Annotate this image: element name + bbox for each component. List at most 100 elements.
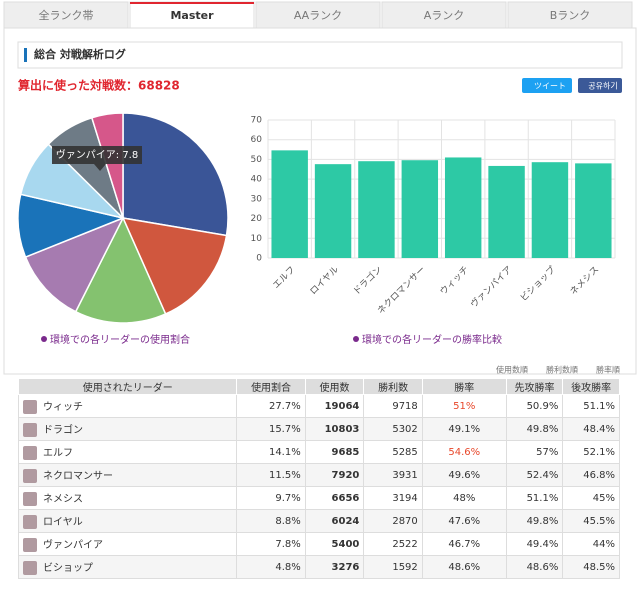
cell-text: 19064 bbox=[324, 400, 360, 412]
row: ロイヤル 8.8% 6024 2870 47.6% 49.8% 45.5% bbox=[17, 509, 620, 533]
cell-text: ドラゴン bbox=[43, 425, 83, 436]
bar-caption: 環境での各リーダーの勝率比較 bbox=[362, 333, 502, 346]
cell-text: 1592 bbox=[392, 561, 418, 573]
cell-text: 52.1% bbox=[583, 446, 615, 458]
bar bbox=[488, 165, 525, 258]
cell: 50.9% bbox=[505, 394, 564, 418]
tab[interactable] bbox=[3, 1, 129, 29]
cell-text: 48.6% bbox=[526, 561, 559, 573]
pin-icon bbox=[353, 336, 359, 342]
share-label[interactable]: ツイート bbox=[534, 82, 566, 91]
sort-link[interactable]: 勝率順 bbox=[596, 365, 620, 375]
cell: 49.6% bbox=[421, 463, 507, 487]
row: エルフ 14.1% 9685 5285 54.6% 57% 52.1% bbox=[17, 440, 620, 464]
cell: 51% bbox=[421, 394, 507, 418]
cell: 49.4% bbox=[505, 532, 564, 556]
cell: 52.1% bbox=[562, 440, 620, 464]
cell: 52.4% bbox=[505, 463, 564, 487]
cell: 8.8% bbox=[236, 509, 306, 533]
cell: 19064 bbox=[304, 394, 365, 418]
x-tick-label: ネメシス bbox=[568, 264, 601, 297]
x-tick-label: ヴァンパイア bbox=[468, 263, 515, 310]
section-title: 総合 対戦解析ログ bbox=[34, 47, 126, 61]
cell: 2522 bbox=[363, 532, 423, 556]
cell: ネメシス bbox=[17, 486, 238, 510]
cell: 46.8% bbox=[562, 463, 620, 487]
bar bbox=[358, 161, 395, 258]
cell-text: 3194 bbox=[392, 492, 418, 504]
row: ウィッチ 27.7% 19064 9718 51% 50.9% 51.1% bbox=[17, 394, 620, 418]
cell: 5285 bbox=[363, 440, 423, 464]
share-label[interactable]: 공유하기 bbox=[588, 81, 617, 91]
tab[interactable] bbox=[129, 1, 255, 29]
cell: 9685 bbox=[304, 440, 365, 464]
cell-text: 5302 bbox=[392, 423, 418, 435]
cell: 10803 bbox=[304, 417, 365, 441]
title-accent bbox=[24, 48, 27, 62]
cell: 45.5% bbox=[562, 509, 620, 533]
leader-table: 使用されたリーダー 使用割合 使用数 勝利数 勝率 先攻勝率 後攻勝率 ウィッチ 27.7% 19… bbox=[17, 378, 620, 579]
tab-label[interactable]: AAランク bbox=[294, 9, 342, 22]
cell-text: 49.8% bbox=[526, 423, 559, 435]
bar bbox=[531, 162, 569, 258]
x-tick-label: ビショップ bbox=[518, 264, 558, 304]
pie-slice bbox=[24, 216, 125, 313]
cell-text: 45% bbox=[592, 492, 615, 504]
cell-text: 5400 bbox=[331, 538, 360, 550]
cell-text: 48.5% bbox=[583, 561, 615, 573]
cell: 48.4% bbox=[562, 417, 620, 441]
header-cell: 使用されたリーダー bbox=[17, 378, 238, 395]
x-tick-label: ウィッチ bbox=[438, 264, 471, 297]
tab-label[interactable]: Bランク bbox=[550, 9, 591, 22]
cell-text: ウィッチ bbox=[43, 402, 83, 413]
tab-label[interactable]: 全ランク帯 bbox=[39, 8, 94, 22]
cell-text: ビショップ bbox=[43, 563, 93, 574]
y-tick-label: 60 bbox=[251, 135, 263, 145]
cell-text: 6656 bbox=[331, 492, 360, 504]
header-cell: 使用割合 bbox=[236, 378, 306, 395]
cell: ロイヤル bbox=[17, 509, 238, 533]
cell-text: 49.4% bbox=[526, 538, 559, 550]
bar bbox=[314, 164, 352, 258]
cell-text: 49.1% bbox=[448, 423, 481, 435]
cell: ネクロマンサー bbox=[17, 463, 238, 487]
bar bbox=[444, 157, 482, 258]
x-tick-label: ドラゴン bbox=[350, 263, 384, 297]
tab[interactable] bbox=[381, 1, 507, 29]
cell-text: 48.6% bbox=[448, 561, 481, 573]
sort-link[interactable]: 使用数順 bbox=[496, 365, 528, 375]
cell: 27.7% bbox=[236, 394, 306, 418]
pie-caption: 環境での各リーダーの使用割合 bbox=[50, 333, 190, 346]
y-tick-label: 70 bbox=[251, 116, 263, 126]
y-tick-label: 40 bbox=[251, 175, 263, 185]
cell: 3931 bbox=[363, 463, 423, 487]
leader-icon bbox=[23, 515, 37, 529]
cell-text: 14.1% bbox=[268, 446, 301, 458]
cell-text: ロイヤル bbox=[43, 517, 83, 528]
leader-icon bbox=[23, 561, 37, 575]
cell: 1592 bbox=[363, 555, 423, 579]
x-tick-label: エルフ bbox=[271, 265, 297, 291]
tab-label[interactable]: Master bbox=[170, 9, 214, 22]
share-button[interactable] bbox=[522, 78, 572, 93]
leader-icon bbox=[23, 446, 37, 460]
row: ヴァンパイア 7.8% 5400 2522 46.7% 49.4% 44% bbox=[17, 532, 620, 556]
leader-icon bbox=[23, 400, 37, 414]
row: ドラゴン 15.7% 10803 5302 49.1% 49.8% 48.4% bbox=[17, 417, 620, 441]
header-cell: 使用数 bbox=[304, 378, 365, 395]
cell-text: 27.7% bbox=[268, 400, 301, 412]
cell-text: 52.4% bbox=[526, 469, 559, 481]
share-button[interactable] bbox=[578, 78, 622, 93]
cell-text: 54.6% bbox=[448, 446, 481, 458]
row: ビショップ 4.8% 3276 1592 48.6% 48.6% 48.5% bbox=[17, 555, 620, 579]
cell-text: 9685 bbox=[331, 446, 360, 458]
cell: 44% bbox=[562, 532, 620, 556]
sort-link[interactable]: 勝利数順 bbox=[546, 365, 578, 375]
cell-text: 5285 bbox=[392, 446, 418, 458]
cell-text: 9718 bbox=[392, 400, 418, 412]
tab-label[interactable]: Aランク bbox=[424, 9, 465, 22]
cell: 15.7% bbox=[236, 417, 306, 441]
cell-text: 3931 bbox=[392, 469, 418, 481]
